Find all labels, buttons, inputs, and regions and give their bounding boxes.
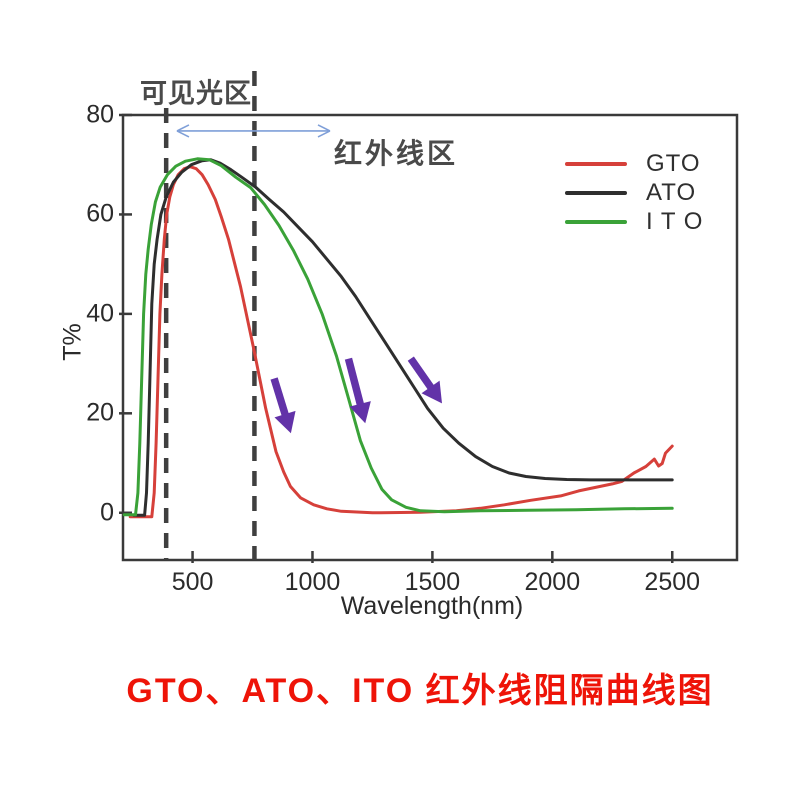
chart-title: GTO、ATO、ITO 红外线阻隔曲线图 — [126, 672, 714, 710]
x-tick-label: 500 — [171, 568, 214, 596]
legend-line-gto-icon — [565, 161, 627, 166]
down-arrow-shaft — [270, 377, 291, 421]
curve-gto — [128, 165, 674, 519]
down-arrow-head-icon — [421, 380, 442, 404]
y-tick-label: 60 — [86, 199, 114, 228]
legend-line-ito-icon — [565, 219, 627, 224]
legend: GTO ATO I T O — [565, 149, 703, 236]
down-arrow-head-icon — [274, 410, 296, 434]
range-arrow-right-head-icon — [317, 124, 331, 138]
x-tick-label: 2000 — [524, 568, 581, 596]
y-tick-label: 20 — [86, 398, 114, 427]
x-tick-label: 2500 — [644, 568, 701, 596]
y-tick-label: 40 — [86, 299, 114, 328]
visible-region-label: 可见光区 — [140, 78, 252, 109]
curve-ito — [122, 157, 674, 517]
legend-label-ato: ATO — [646, 178, 697, 206]
down-arrow-shaft — [344, 357, 366, 411]
legend-line-ato-icon — [565, 190, 627, 195]
legend-label-gto: GTO — [646, 149, 701, 177]
y-axis-title: T% — [58, 323, 87, 361]
plot-border — [121, 113, 739, 562]
y-tick-label: 0 — [100, 498, 114, 527]
y-tick-label: 80 — [86, 100, 114, 129]
legend-item-ato: ATO — [565, 178, 703, 207]
down-arrow-head-icon — [349, 401, 371, 424]
legend-label-ito: I T O — [646, 207, 704, 235]
legend-item-gto: GTO — [565, 149, 703, 178]
legend-item-ito: I T O — [565, 207, 703, 236]
curve-ato — [132, 158, 674, 517]
infrared-region-label: 红外线区 — [333, 138, 459, 169]
down-arrow-shaft — [407, 356, 438, 395]
x-tick-label: 1500 — [404, 568, 461, 596]
x-axis-title: Wavelength(nm) — [340, 592, 524, 620]
range-arrow-left-head-icon — [176, 124, 190, 138]
x-tick-label: 1000 — [284, 568, 341, 596]
